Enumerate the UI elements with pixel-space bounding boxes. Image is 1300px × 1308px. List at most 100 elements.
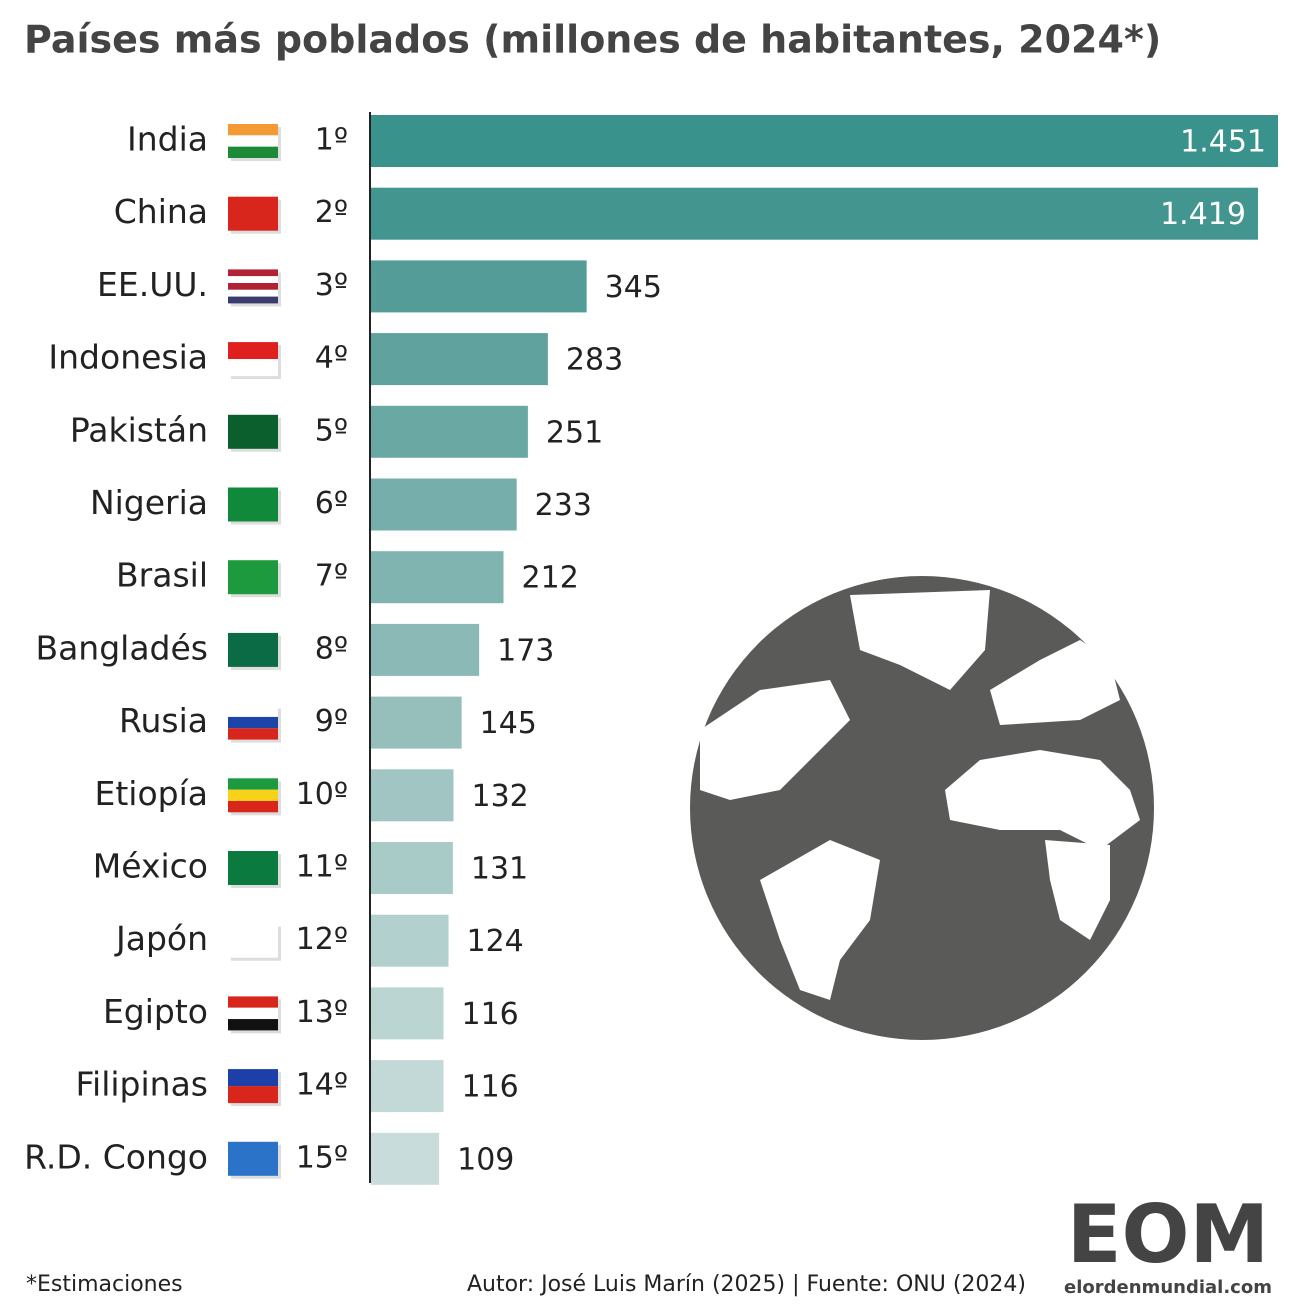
flag-stripe	[228, 342, 278, 360]
note: *Estimaciones	[26, 1272, 183, 1297]
bar	[371, 914, 449, 967]
bar	[371, 405, 528, 458]
flag	[228, 560, 281, 598]
flag-stripe	[228, 778, 278, 790]
value-label: 173	[497, 633, 554, 668]
rank-label: 8º	[315, 631, 348, 666]
value-label: 283	[566, 343, 623, 378]
value-label: 131	[471, 852, 528, 887]
flag-stripe	[228, 1019, 278, 1031]
value-label: 233	[535, 488, 592, 523]
flag-stripe	[228, 851, 278, 885]
rank-label: 5º	[315, 413, 348, 448]
flag-stripe	[228, 196, 278, 231]
category-label: Egipto	[103, 992, 208, 1031]
bar	[371, 769, 454, 822]
rank-label: 1º	[315, 123, 348, 158]
flag-stripe	[228, 728, 278, 740]
value-label: 1.419	[1160, 197, 1246, 232]
flag	[228, 996, 281, 1034]
category-label: India	[127, 120, 208, 159]
flag-stripe	[228, 414, 278, 449]
bar	[371, 260, 587, 313]
bar	[371, 187, 1258, 240]
value-label: 109	[457, 1142, 514, 1177]
flag-stripe	[228, 289, 278, 297]
flag-stripe	[228, 716, 278, 729]
flag-stripe	[228, 789, 278, 801]
flag-stripe	[228, 1069, 278, 1087]
flag-stripe	[228, 296, 278, 304]
bar	[371, 696, 462, 749]
category-label: Rusia	[119, 701, 208, 740]
value-label: 145	[480, 706, 537, 741]
flag	[228, 632, 281, 670]
bar	[371, 987, 444, 1040]
rank-label: 12º	[296, 922, 348, 957]
flag-stripe	[228, 560, 278, 595]
value-label: 251	[546, 415, 603, 450]
flag-stripe	[228, 996, 278, 1008]
logo: EOM	[1067, 1188, 1269, 1281]
category-label: EE.UU.	[97, 265, 208, 304]
flag	[228, 705, 281, 743]
bar	[371, 551, 504, 604]
flag	[228, 778, 281, 816]
bar	[371, 478, 517, 531]
bar	[371, 842, 453, 894]
flag-stripe	[228, 124, 278, 136]
flag	[228, 269, 281, 307]
bar	[371, 623, 480, 676]
rank-label: 3º	[315, 268, 348, 303]
chart-title: Países más poblados (millones de habitan…	[24, 18, 1161, 62]
rank-label: 4º	[315, 341, 348, 376]
category-label: Nigeria	[90, 483, 208, 522]
rank-label: 2º	[315, 195, 348, 230]
flag	[228, 196, 281, 234]
flag	[228, 342, 281, 380]
category-label: Etiopía	[95, 774, 209, 813]
flag-stripe	[228, 487, 278, 522]
value-label: 132	[472, 779, 529, 814]
rank-label: 7º	[315, 559, 348, 594]
flag-stripe	[228, 1007, 278, 1020]
flag-stripe	[228, 705, 278, 717]
rank-label: 15º	[296, 1140, 348, 1175]
flag	[228, 414, 281, 452]
value-label: 1.451	[1180, 125, 1266, 160]
flag	[228, 851, 281, 888]
value-label: 116	[462, 997, 519, 1032]
category-label: China	[114, 192, 208, 231]
bar	[371, 1060, 444, 1113]
category-label: Bangladés	[35, 628, 208, 667]
value-label: 124	[467, 924, 524, 959]
flag	[228, 1141, 281, 1179]
flag-stripe	[228, 800, 278, 813]
flag-stripe	[228, 632, 278, 667]
category-label: Japón	[114, 919, 208, 958]
category-label: Filipinas	[75, 1065, 208, 1104]
category-label: Brasil	[116, 556, 208, 595]
credit: Autor: José Luis Marín (2025) | Fuente: …	[467, 1272, 1026, 1297]
flag	[228, 124, 281, 161]
flag-stripe	[228, 923, 278, 958]
bar	[371, 333, 548, 386]
flag-stripe	[228, 359, 278, 377]
flag-stripe	[228, 1141, 278, 1176]
flag	[228, 923, 281, 961]
value-label: 212	[522, 561, 579, 596]
value-label: 116	[462, 1070, 519, 1105]
flag	[228, 487, 281, 525]
flag	[228, 1069, 281, 1107]
flag-stripe	[228, 146, 278, 158]
bar	[371, 115, 1278, 167]
globe	[690, 576, 1154, 1040]
flag-stripe	[228, 269, 278, 277]
bar	[371, 1132, 440, 1185]
rank-label: 6º	[315, 486, 348, 521]
rank-label: 10º	[296, 777, 348, 812]
flag-stripe	[228, 135, 278, 147]
rank-label: 11º	[296, 850, 348, 885]
logo-url: elordenmundial.com	[1064, 1277, 1272, 1298]
category-label: Pakistán	[70, 410, 208, 449]
